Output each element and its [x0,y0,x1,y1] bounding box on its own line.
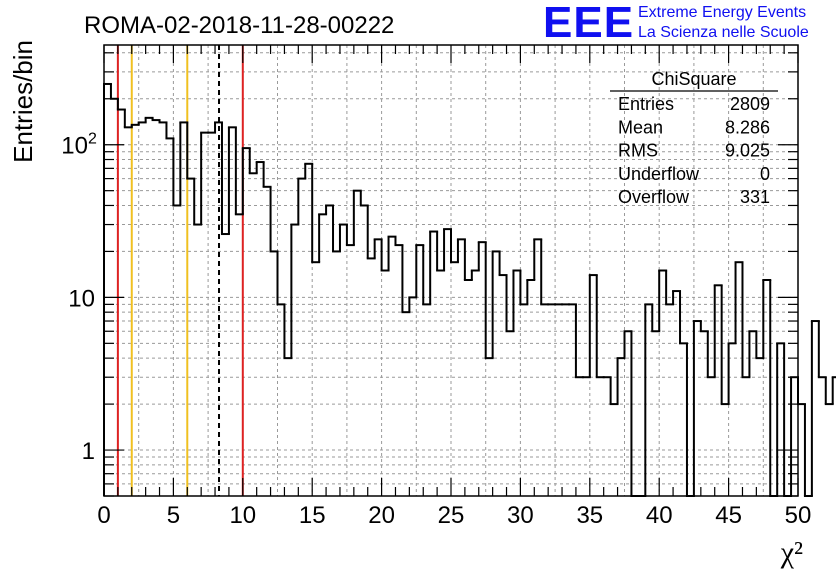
x-tick-label: 5 [167,502,180,529]
x-tick-label: 10 [229,502,256,529]
stats-label: RMS [618,141,658,161]
x-tick-label: 20 [368,502,395,529]
stats-label: Overflow [618,187,690,207]
logo-mark: EEE [543,0,635,47]
y-tick-label-exponent: 2 [88,131,97,148]
chart-title: ROMA-02-2018-11-28-00222 [84,12,394,39]
stats-value: 9.025 [725,141,770,161]
axis-ticks [103,45,799,497]
x-tick-label: 40 [646,502,673,529]
y-axis-title: Entries/bin [8,40,38,163]
y-tick-label: 10 [61,133,88,160]
stats-value: 331 [740,187,770,207]
logo-line-2: La Scienza nelle Scuole [638,24,809,41]
histogram-series [103,82,836,497]
stats-label: Mean [618,117,663,137]
x-tick-label: 15 [299,502,326,529]
logo-line-1: Extreme Energy Events [638,4,807,21]
x-tick-label: 45 [715,502,742,529]
y-tick-label: 1 [82,438,95,465]
y-tick-label: 10 [68,285,95,312]
stats-value: 0 [760,164,770,184]
x-tick-label: 25 [438,502,465,529]
x-tick-label: 35 [576,502,603,529]
x-tick-label: 50 [785,502,812,529]
stats-title: ChiSquare [651,69,736,89]
stats-label: Underflow [618,164,700,184]
stats-box: ChiSquare Entries 2809 Mean 8.286 RMS 9.025 Und… [610,69,778,207]
x-tick-label: 0 [97,502,110,529]
stats-label: Entries [618,94,674,114]
x-tick-labels: 0 5 10 15 20 25 30 35 40 45 50 [97,502,811,529]
grid [104,45,798,496]
x-tick-label: 30 [507,502,534,529]
reference-lines [116,45,244,496]
x-axis-title: χ² [780,536,803,569]
stats-value: 8.286 [725,117,770,137]
stats-value: 2809 [730,94,770,114]
